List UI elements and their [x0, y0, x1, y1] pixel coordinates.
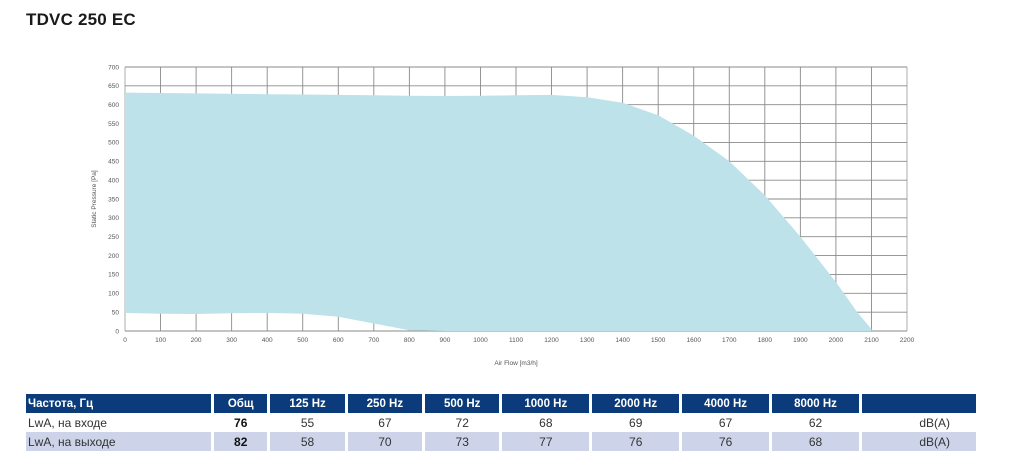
y-tick-label: 450: [108, 159, 119, 166]
cell: 69: [589, 413, 680, 432]
y-tick-label: 100: [108, 291, 119, 298]
row-total: 82: [211, 432, 268, 451]
header-total: Общ: [211, 394, 268, 413]
x-tick-label: 200: [191, 337, 202, 344]
x-tick-labels: 0 100 200 300 400 500 600 700 800 900 1000 1100 1200…: [123, 337, 914, 344]
y-tick-label: 200: [108, 253, 119, 260]
y-tick-label: 500: [108, 140, 119, 147]
table-row: LwA, на выходе 82 58 70 73 77 76 76 68 d…: [26, 432, 976, 451]
cell: 77: [499, 432, 590, 451]
cell: 58: [267, 432, 345, 451]
x-tick-label: 1100: [509, 337, 523, 344]
sound-power-table: Частота, Гц Общ 125 Hz 250 Hz 500 Hz 100…: [26, 394, 976, 451]
x-tick-label: 1400: [615, 337, 630, 344]
header-250: 250 Hz: [344, 394, 423, 413]
y-tick-label: 50: [112, 309, 120, 316]
cell: 68: [499, 413, 590, 432]
cell: 67: [344, 413, 423, 432]
x-tick-label: 1000: [473, 337, 488, 344]
header-125: 125 Hz: [267, 394, 345, 413]
cell: 76: [679, 432, 770, 451]
x-tick-label: 1600: [686, 337, 701, 344]
x-tick-label: 500: [297, 337, 308, 344]
cell: 55: [267, 413, 345, 432]
x-tick-label: 800: [404, 337, 415, 344]
y-tick-label: 300: [108, 215, 119, 222]
y-tick-label: 250: [108, 234, 119, 241]
cell: 76: [589, 432, 680, 451]
row-label: LwA, на выходе: [26, 432, 211, 451]
x-tick-label: 0: [123, 337, 127, 344]
x-tick-label: 2100: [864, 337, 879, 344]
x-tick-label: 1900: [793, 337, 808, 344]
x-tick-label: 700: [368, 337, 379, 344]
y-tick-labels: 0 50 100 150 200 250 300 350 400 450 500 550 600 650 7…: [108, 64, 119, 335]
x-tick-label: 2200: [900, 337, 915, 344]
x-tick-label: 1800: [758, 337, 773, 344]
row-unit: dB(A): [858, 413, 976, 432]
cell: 62: [769, 413, 859, 432]
x-tick-label: 900: [439, 337, 450, 344]
table-header-row: Частота, Гц Общ 125 Hz 250 Hz 500 Hz 100…: [26, 394, 976, 413]
header-500: 500 Hz: [422, 394, 500, 413]
x-axis-label: Air Flow [m3/h]: [494, 360, 538, 367]
y-tick-label: 150: [108, 272, 119, 279]
y-tick-label: 700: [108, 64, 119, 71]
row-unit: dB(A): [858, 432, 976, 451]
cell: 72: [422, 413, 500, 432]
x-tick-label: 1700: [722, 337, 737, 344]
cell: 67: [679, 413, 770, 432]
performance-chart: 0 100 200 300 400 500 600 700 800 900 1000 1100 1200…: [91, 64, 915, 367]
header-unit: [858, 394, 976, 413]
x-tick-label: 1300: [580, 337, 595, 344]
y-tick-label: 650: [108, 83, 119, 90]
operating-area: [125, 92, 872, 331]
header-8000: 8000 Hz: [769, 394, 859, 413]
header-1000: 1000 Hz: [499, 394, 590, 413]
x-tick-label: 400: [262, 337, 273, 344]
row-label: LwA, на входе: [26, 413, 211, 432]
y-tick-label: 350: [108, 196, 119, 203]
y-axis-label: Static Pressure [Pa]: [91, 170, 98, 228]
table-row: LwA, на входе 76 55 67 72 68 69 67 62 dB…: [26, 413, 976, 432]
x-tick-label: 1500: [651, 337, 666, 344]
x-tick-label: 2000: [829, 337, 844, 344]
y-tick-label: 400: [108, 177, 119, 184]
y-tick-label: 0: [115, 328, 119, 335]
page-title: TDVC 250 EC: [26, 10, 136, 29]
header-4000: 4000 Hz: [679, 394, 770, 413]
x-tick-label: 100: [155, 337, 166, 344]
y-tick-label: 550: [108, 121, 119, 128]
y-tick-label: 600: [108, 102, 119, 109]
x-tick-label: 300: [226, 337, 237, 344]
header-2000: 2000 Hz: [589, 394, 680, 413]
cell: 70: [344, 432, 423, 451]
x-tick-label: 1200: [544, 337, 559, 344]
x-tick-label: 600: [333, 337, 344, 344]
cell: 68: [769, 432, 859, 451]
header-frequency: Частота, Гц: [26, 394, 211, 413]
cell: 73: [422, 432, 500, 451]
row-total: 76: [211, 413, 268, 432]
